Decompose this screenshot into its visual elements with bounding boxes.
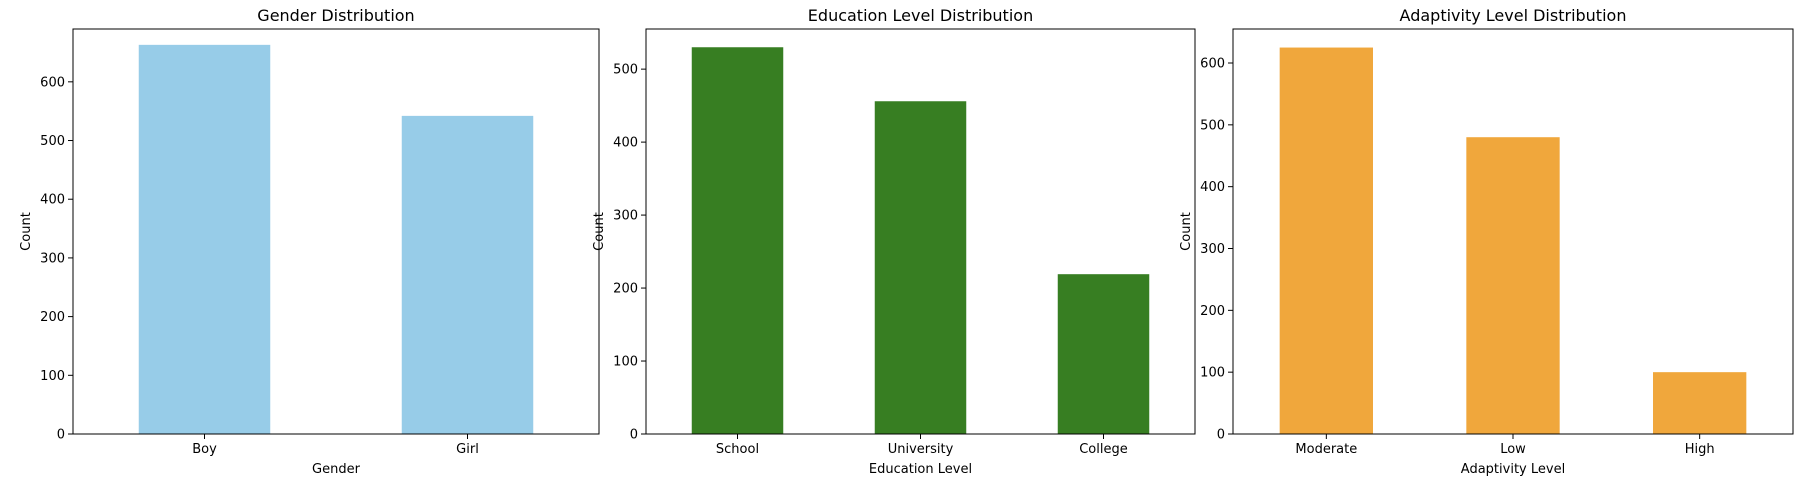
x-tick-label: College — [1079, 442, 1128, 457]
bar-school — [691, 47, 784, 434]
y-tick-label: 400 — [1200, 180, 1225, 195]
y-tick-label: 0 — [630, 428, 638, 443]
x-axis-label: Adaptivity Level — [1461, 462, 1565, 477]
bar-girl — [401, 115, 534, 434]
x-axis-label: Education Level — [869, 462, 972, 477]
x-tick-label: Boy — [192, 442, 217, 457]
y-tick-label: 600 — [1200, 57, 1225, 72]
y-tick-label: 200 — [40, 310, 65, 325]
x-tick-label: High — [1685, 442, 1715, 457]
x-tick-label: School — [716, 442, 759, 457]
y-tick-label: 500 — [1200, 118, 1225, 133]
axes-frame — [72, 28, 600, 435]
bar-moderate — [1279, 47, 1373, 434]
chart-title: Education Level Distribution — [808, 6, 1033, 25]
subplot-adaptivity-level: Adaptivity Level Distribution Adaptivity… — [1179, 6, 1794, 477]
y-tick-label: 300 — [1200, 242, 1225, 257]
chart-title: Adaptivity Level Distribution — [1400, 6, 1627, 25]
y-tick-label: 200 — [613, 282, 638, 297]
y-tick-label: 100 — [1200, 366, 1225, 381]
y-tick-label: 600 — [40, 75, 65, 90]
subplot-education-level: Education Level Distribution Education L… — [592, 6, 1196, 477]
y-tick-label: 200 — [1200, 304, 1225, 319]
bar-high — [1653, 372, 1747, 434]
y-tick-label: 500 — [40, 134, 65, 149]
y-tick-label: 400 — [613, 136, 638, 151]
x-axis-label: Gender — [312, 462, 361, 477]
y-tick-label: 100 — [613, 355, 638, 370]
x-tick-label: Low — [1500, 442, 1526, 457]
chart-title: Gender Distribution — [257, 6, 414, 25]
bar-low — [1466, 137, 1560, 434]
y-tick-label: 0 — [57, 428, 65, 443]
y-tick-label: 500 — [613, 63, 638, 78]
bar-college — [1057, 274, 1150, 434]
subplot-gender: Gender Distribution Gender Count Boy Girl… — [19, 6, 600, 477]
y-tick-label: 300 — [40, 251, 65, 266]
y-axis-label: Count — [592, 212, 607, 251]
y-tick-label: 100 — [40, 369, 65, 384]
y-tick-label: 300 — [613, 209, 638, 224]
y-tick-label: 400 — [40, 193, 65, 208]
bar-boy — [138, 44, 271, 434]
x-tick-label: University — [888, 442, 954, 457]
x-tick-label: Moderate — [1295, 442, 1357, 457]
y-axis-label: Count — [1179, 212, 1194, 251]
bar-university — [874, 101, 967, 435]
x-tick-label: Girl — [456, 442, 479, 457]
y-tick-label: 0 — [1217, 428, 1225, 443]
y-axis-label: Count — [19, 212, 34, 251]
